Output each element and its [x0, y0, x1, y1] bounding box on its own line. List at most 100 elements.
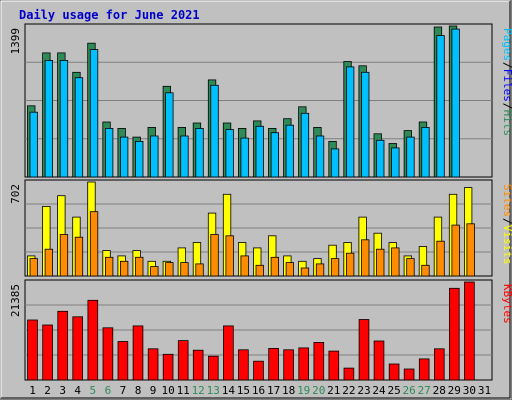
bar-hits: [59, 60, 69, 178]
bar-hits: [300, 112, 310, 178]
x-tick-label: 22: [342, 384, 355, 397]
x-tick-label: 20: [312, 384, 325, 397]
bar-sites: [74, 236, 84, 277]
legend-separator: /: [501, 62, 512, 69]
bar-hits: [376, 139, 385, 178]
x-tick-label: 27: [418, 384, 431, 397]
bar-hits: [285, 124, 295, 178]
bar-sites: [135, 256, 144, 277]
bar-kbytes: [162, 353, 174, 381]
bar-hits: [255, 125, 264, 178]
bar-kbytes: [117, 341, 129, 381]
bar-sites: [105, 256, 114, 277]
bar-kbytes: [433, 348, 445, 381]
bar-hits: [421, 127, 430, 178]
x-tick-label: 29: [448, 384, 461, 397]
bar-hits: [44, 60, 53, 178]
bar-hits: [165, 92, 174, 178]
y-axis-max-label: 1399: [9, 28, 22, 55]
bar-hits: [436, 35, 445, 178]
bar-kbytes: [177, 340, 189, 381]
bar-hits: [195, 127, 204, 178]
bar-hits: [361, 71, 370, 178]
bar-kbytes: [223, 325, 234, 381]
bar-sites: [345, 252, 355, 277]
bar-sites: [451, 224, 460, 277]
x-axis-labels: 1 2 3 4 5 6 7 8 9 10 11 12 13 14 15 16 17 18 19 20 21 22 23 24 2…: [29, 384, 491, 397]
bar-kbytes: [102, 327, 114, 381]
bar-sites: [315, 263, 325, 277]
x-tick-label: 25: [387, 384, 400, 397]
x-tick-label: 17: [267, 384, 280, 397]
x-tick-label: 19: [297, 384, 310, 397]
bar-sites: [120, 260, 129, 277]
bar-hits: [225, 129, 234, 178]
bar-kbytes: [313, 341, 325, 381]
bar-kbytes: [253, 360, 264, 381]
x-tick-label: 26: [402, 384, 415, 397]
legend-item-files: Files: [501, 69, 512, 102]
y-axis-max-label: 702: [9, 184, 22, 204]
bar-kbytes: [27, 319, 38, 381]
legend-separator: /: [501, 218, 512, 225]
bar-hits: [105, 127, 114, 178]
bar-hits: [89, 49, 99, 178]
chart-panels: 1399Pages/Files/Hits702Sites/Visits21385…: [9, 23, 512, 381]
x-tick-label: 16: [252, 384, 265, 397]
bar-hits: [391, 147, 400, 178]
bar-hits: [210, 84, 219, 178]
bar-sites: [300, 267, 310, 277]
bar-sites: [330, 258, 340, 277]
bar-hits: [74, 77, 84, 178]
x-tick-label: 18: [282, 384, 295, 397]
bar-hits: [150, 135, 159, 178]
bar-hits: [315, 135, 325, 178]
bar-kbytes: [57, 310, 68, 381]
x-tick-label: 9: [150, 384, 157, 397]
chart-title: Daily usage for June 2021: [19, 8, 200, 22]
legend-item-visits: Visits: [501, 225, 512, 265]
x-tick-label: 7: [120, 384, 127, 397]
bar-kbytes: [268, 347, 279, 381]
x-tick-label: 31: [478, 384, 491, 397]
bar-sites: [180, 262, 189, 277]
bar-kbytes: [373, 340, 385, 381]
x-tick-label: 15: [237, 384, 250, 397]
bar-kbytes: [207, 355, 219, 381]
bar-sites: [89, 211, 99, 277]
x-tick-label: 21: [327, 384, 340, 397]
x-tick-label: 24: [372, 384, 386, 397]
bar-sites: [59, 234, 69, 277]
y-axis-max-label: 21385: [9, 284, 22, 317]
bar-kbytes: [448, 287, 460, 381]
bar-sites: [165, 262, 174, 277]
bar-hits: [451, 28, 460, 178]
bar-sites: [421, 264, 430, 277]
legend-item-sites: Sites: [501, 184, 512, 217]
bar-kbytes: [403, 368, 415, 381]
x-tick-label: 13: [207, 384, 220, 397]
bar-hits: [240, 137, 249, 178]
bar-sites: [255, 264, 264, 277]
bar-kbytes: [283, 349, 294, 381]
bar-kbytes: [87, 299, 99, 381]
series-legend: Pages/Files/Hits: [501, 28, 512, 136]
bar-kbytes: [343, 367, 355, 381]
x-tick-label: 6: [105, 384, 112, 397]
x-tick-label: 8: [135, 384, 142, 397]
x-tick-label: 11: [177, 384, 190, 397]
legend-item-kbytes: KBytes: [501, 284, 512, 324]
bar-kbytes: [132, 325, 144, 381]
bar-hits: [120, 136, 129, 178]
bar-kbytes: [298, 347, 309, 381]
series-legend: KBytes: [501, 284, 512, 324]
bar-sites: [466, 223, 475, 277]
bar-sites: [436, 240, 445, 277]
legend-item-hits: Hits: [501, 110, 512, 137]
bar-sites: [150, 266, 159, 277]
bar-sites: [270, 256, 280, 277]
bar-kbytes: [238, 349, 249, 381]
bar-sites: [376, 248, 385, 277]
